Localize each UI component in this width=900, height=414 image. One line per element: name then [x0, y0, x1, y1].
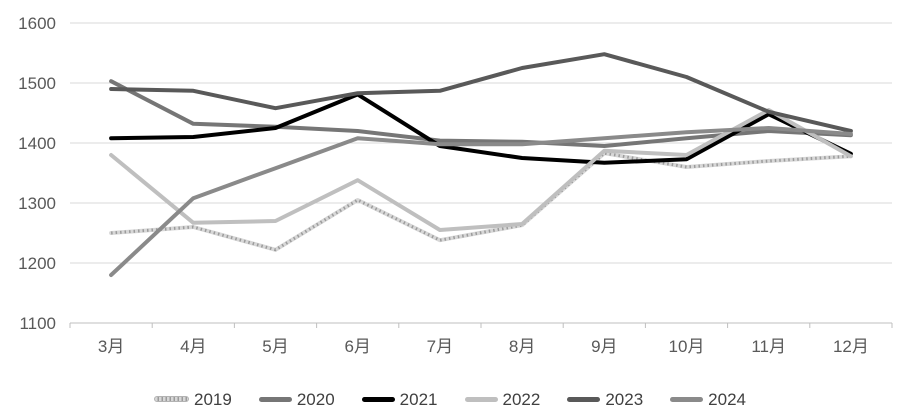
x-axis-tick-label: 8月 — [509, 337, 535, 356]
legend-item-2019: 2019 — [154, 391, 232, 408]
y-axis-tick-label: 1100 — [19, 314, 56, 333]
legend-marker-2020 — [258, 396, 292, 402]
legend-label-2024: 2024 — [708, 389, 746, 409]
x-axis-tick-label: 4月 — [180, 337, 206, 356]
x-axis-tick-label: 9月 — [591, 337, 617, 356]
series-line-2021 — [109, 92, 853, 165]
x-axis-tick-label: 12月 — [833, 337, 869, 356]
x-axis-tick-label: 6月 — [344, 337, 370, 356]
legend-marker-2022 — [464, 396, 498, 402]
series-line-2022 — [109, 108, 853, 232]
y-axis-tick-label: 1600 — [18, 14, 56, 33]
x-axis-tick-label: 11月 — [751, 337, 786, 356]
legend-marker-2024 — [670, 396, 704, 402]
x-axis-tick-label: 7月 — [427, 337, 453, 356]
series-line-overlay-2019 — [110, 151, 851, 252]
y-axis-tick-label: 1500 — [18, 74, 56, 93]
legend-item-2023: 2023 — [567, 391, 643, 408]
legend-item-2020: 2020 — [258, 389, 335, 409]
legend-label-2023: 2023 — [605, 389, 644, 409]
x-axis-tick-label: 10月 — [669, 337, 705, 356]
y-axis-tick-label: 1200 — [18, 254, 56, 273]
chart-plot-area: 1600 1500 1400 1300 1200 1100 3月 4月 5月 6月 7月 8月 9月 10… — [18, 14, 893, 356]
x-axis-tick-label: 5月 — [262, 337, 288, 356]
chart-legend: 2019 2020 2021 2022 2023 2024 — [0, 386, 900, 412]
y-axis-tick-label: 1300 — [18, 194, 56, 213]
series-line-2023 — [109, 52, 853, 133]
series-line-2024 — [109, 126, 853, 277]
legend-marker-2019 — [154, 396, 190, 402]
legend-label-2022: 2022 — [502, 389, 541, 409]
legend-item-2024: 2024 — [670, 391, 746, 408]
legend-item-2021: 2021 — [361, 389, 438, 409]
legend-item-2022: 2022 — [464, 389, 541, 409]
series-line-2019 — [109, 151, 853, 252]
legend-marker-2021 — [361, 396, 395, 402]
legend-marker-2023 — [567, 396, 601, 402]
legend-label-2019: 2019 — [194, 389, 232, 409]
x-axis-tick-label: 3月 — [98, 337, 124, 356]
legend-label-2020: 2020 — [296, 389, 335, 409]
series-line-2020 — [109, 79, 853, 148]
y-axis-tick-label: 1400 — [18, 134, 56, 153]
legend-label-2021: 2021 — [399, 389, 438, 409]
